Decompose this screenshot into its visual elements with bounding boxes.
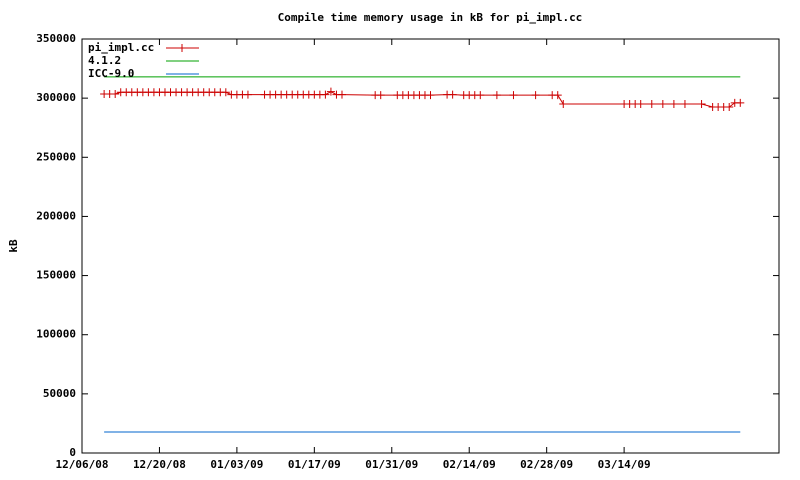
x-tick-label: 12/20/08 (133, 458, 186, 471)
legend-label: ICC-9.0 (88, 67, 134, 80)
y-tick-label: 0 (69, 446, 76, 459)
marker (559, 100, 568, 109)
marker (376, 91, 385, 100)
y-tick-label: 100000 (36, 328, 76, 341)
x-tick-label: 01/31/09 (365, 458, 418, 471)
marker (221, 88, 230, 97)
plot-border (81, 38, 780, 454)
marker (680, 100, 689, 109)
marker (553, 91, 562, 100)
y-tick-label: 150000 (36, 269, 76, 282)
legend-marker (178, 44, 186, 52)
marker (111, 90, 120, 99)
y-tick-label: 200000 (36, 209, 76, 222)
marker (725, 103, 734, 112)
y-tick-label: 350000 (36, 32, 76, 45)
marker (531, 91, 540, 100)
marker (476, 91, 485, 100)
marker (647, 100, 656, 109)
x-tick-label: 12/06/08 (56, 458, 109, 471)
marker (636, 100, 645, 109)
marker (426, 91, 435, 100)
y-axis-label: kB (7, 239, 20, 253)
y-tick-label: 250000 (36, 150, 76, 163)
chart-title: Compile time memory usage in kB for pi_i… (278, 11, 583, 24)
marker (337, 90, 346, 99)
marker (697, 100, 706, 109)
series-line (104, 91, 741, 108)
legend-label: pi_impl.cc (88, 41, 154, 54)
x-tick-label: 01/17/09 (288, 458, 341, 471)
x-tick-label: 02/28/09 (520, 458, 573, 471)
x-tick-label: 02/14/09 (443, 458, 496, 471)
marker (243, 90, 252, 99)
marker (736, 98, 745, 107)
x-tick-label: 01/03/09 (210, 458, 263, 471)
marker (658, 100, 667, 109)
marker (669, 100, 678, 109)
marker (509, 91, 518, 100)
legend-label: 4.1.2 (88, 54, 121, 67)
marker (448, 90, 457, 99)
marker (492, 91, 501, 100)
y-tick-label: 300000 (36, 91, 76, 104)
x-tick-label: 03/14/09 (598, 458, 651, 471)
marker (326, 87, 335, 96)
marker (321, 90, 330, 99)
y-tick-label: 50000 (43, 387, 76, 400)
